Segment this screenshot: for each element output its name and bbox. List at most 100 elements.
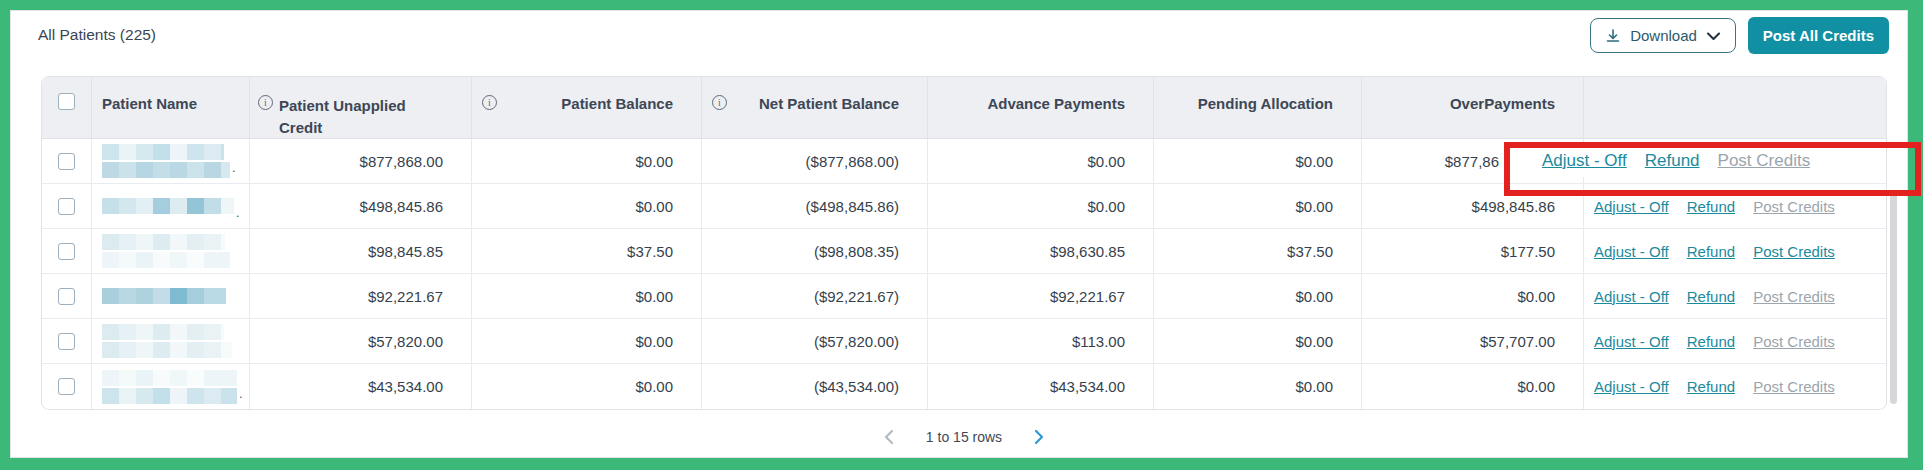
- post-credits-link[interactable]: Post Credits: [1753, 378, 1835, 395]
- header-actions-cell: [1584, 77, 1886, 138]
- adjust-off-link[interactable]: Adjust - Off: [1594, 198, 1669, 215]
- patient-balance-value: $0.00: [472, 139, 702, 183]
- unapplied-credit-value: $877,868.00: [250, 139, 472, 183]
- header-net-balance-label: Net Patient Balance: [759, 95, 927, 112]
- pagination-prev-icon[interactable]: [882, 428, 896, 446]
- post-all-credits-button[interactable]: Post All Credits: [1748, 17, 1889, 54]
- table-row: . $877,868.00 $0.00 ($877,868.00) $0.00 …: [42, 139, 1886, 184]
- pagination-label: 1 to 15 rows: [926, 429, 1002, 445]
- row-checkbox[interactable]: [58, 153, 75, 170]
- post-credits-link[interactable]: Post Credits: [1753, 198, 1835, 215]
- header-select-cell: [42, 77, 92, 138]
- name-suffix: .: [236, 205, 240, 228]
- row-checkbox[interactable]: [58, 243, 75, 260]
- redacted-name: [102, 323, 232, 359]
- post-credits-link[interactable]: Post Credits: [1753, 288, 1835, 305]
- adjust-off-link[interactable]: Adjust - Off: [1542, 151, 1627, 171]
- download-icon: [1605, 28, 1621, 44]
- advance-payments-value: $0.00: [928, 139, 1154, 183]
- table-row: $57,820.00 $0.00 ($57,820.00) $113.00 $0…: [42, 319, 1886, 364]
- patient-name-cell: [92, 229, 250, 273]
- redacted-name: [102, 233, 230, 269]
- row-actions-cell: Adjust - Off Refund Post Credits: [1584, 139, 1886, 183]
- name-suffix: .: [239, 386, 243, 409]
- redacted-name: [102, 287, 226, 305]
- row-actions-cell: Adjust - Off Refund Post Credits: [1584, 184, 1886, 228]
- row-select-cell: [42, 184, 92, 228]
- row-actions: Adjust - Off Refund Post Credits: [1594, 288, 1835, 305]
- redacted-name: [102, 143, 230, 179]
- info-icon[interactable]: i: [712, 95, 727, 110]
- row-actions-cell: Adjust - Off Refund Post Credits: [1584, 319, 1886, 363]
- pending-allocation-value: $0.00: [1154, 274, 1362, 318]
- row-checkbox[interactable]: [58, 333, 75, 350]
- overpayments-value: $177.50: [1362, 229, 1584, 273]
- redacted-name-line: [102, 234, 225, 250]
- redacted-name-line: [102, 342, 232, 358]
- pending-allocation-value: $0.00: [1154, 184, 1362, 228]
- row-checkbox[interactable]: [58, 198, 75, 215]
- patient-name-cell: [92, 319, 250, 363]
- net-balance-value: ($877,868.00): [702, 139, 928, 183]
- adjust-off-link[interactable]: Adjust - Off: [1594, 243, 1669, 260]
- row-checkbox[interactable]: [58, 288, 75, 305]
- patient-balance-value: $37.50: [472, 229, 702, 273]
- table-row: $98,845.85 $37.50 ($98,808.35) $98,630.8…: [42, 229, 1886, 274]
- row-select-cell: [42, 139, 92, 183]
- refund-link[interactable]: Refund: [1645, 151, 1700, 171]
- redacted-name-line: [102, 370, 237, 386]
- pending-allocation-value: $0.00: [1154, 319, 1362, 363]
- redacted-name-line: [102, 324, 224, 340]
- advance-payments-value: $43,534.00: [928, 364, 1154, 409]
- pending-allocation-value: $0.00: [1154, 139, 1362, 183]
- header-patient-name: Patient Name: [92, 77, 250, 138]
- redacted-name-line: [102, 288, 226, 304]
- adjust-off-link[interactable]: Adjust - Off: [1594, 378, 1669, 395]
- refund-link[interactable]: Refund: [1687, 198, 1735, 215]
- select-all-checkbox[interactable]: [58, 93, 75, 110]
- overpayments-value: $498,845.86: [1362, 184, 1584, 228]
- unapplied-credit-value: $92,221.67: [250, 274, 472, 318]
- overpayments-value: $0.00: [1362, 364, 1584, 409]
- pagination-next-icon[interactable]: [1032, 428, 1046, 446]
- patients-table: Patient Name i Patient Unapplied Credit …: [41, 76, 1887, 410]
- net-balance-value: ($43,534.00): [702, 364, 928, 409]
- refund-link[interactable]: Refund: [1687, 333, 1735, 350]
- unapplied-credit-value: $43,534.00: [250, 364, 472, 409]
- refund-link[interactable]: Refund: [1687, 288, 1735, 305]
- redacted-name: [102, 369, 237, 405]
- post-credits-link[interactable]: Post Credits: [1753, 333, 1835, 350]
- pending-allocation-value: $0.00: [1154, 364, 1362, 409]
- refund-link[interactable]: Refund: [1687, 243, 1735, 260]
- table-row: $92,221.67 $0.00 ($92,221.67) $92,221.67…: [42, 274, 1886, 319]
- header-pending-allocation: Pending Allocation: [1154, 77, 1362, 138]
- table-header-row: Patient Name i Patient Unapplied Credit …: [42, 77, 1886, 139]
- vertical-scrollbar-thumb[interactable]: [1890, 191, 1897, 404]
- table-row: . $43,534.00 $0.00 ($43,534.00) $43,534.…: [42, 364, 1886, 409]
- row-actions: Adjust - Off Refund Post Credits: [1594, 378, 1835, 395]
- advance-payments-value: $0.00: [928, 184, 1154, 228]
- header-patient-balance: i Patient Balance: [472, 77, 702, 138]
- redacted-name-line: [102, 198, 234, 214]
- row-actions-cell: Adjust - Off Refund Post Credits: [1584, 364, 1886, 409]
- download-button[interactable]: Download: [1590, 18, 1736, 53]
- adjust-off-link[interactable]: Adjust - Off: [1594, 288, 1669, 305]
- patient-balance-value: $0.00: [472, 364, 702, 409]
- top-actions: Download Post All Credits: [1590, 17, 1889, 54]
- header-pending-allocation-label: Pending Allocation: [1198, 95, 1333, 112]
- row-select-cell: [42, 364, 92, 409]
- patients-card: All Patients (225) Download Post All Cre…: [10, 10, 1908, 458]
- info-icon[interactable]: i: [482, 95, 497, 110]
- redacted-name-line: [102, 252, 230, 268]
- header-patient-balance-label: Patient Balance: [561, 95, 701, 112]
- patient-name-cell: .: [92, 364, 250, 409]
- post-credits-link[interactable]: Post Credits: [1718, 151, 1811, 171]
- name-suffix: .: [232, 160, 236, 183]
- post-credits-link[interactable]: Post Credits: [1753, 243, 1835, 260]
- info-icon[interactable]: i: [258, 95, 273, 110]
- redacted-name-line: [102, 388, 237, 404]
- refund-link[interactable]: Refund: [1687, 378, 1735, 395]
- advance-payments-value: $92,221.67: [928, 274, 1154, 318]
- adjust-off-link[interactable]: Adjust - Off: [1594, 333, 1669, 350]
- row-checkbox[interactable]: [58, 378, 75, 395]
